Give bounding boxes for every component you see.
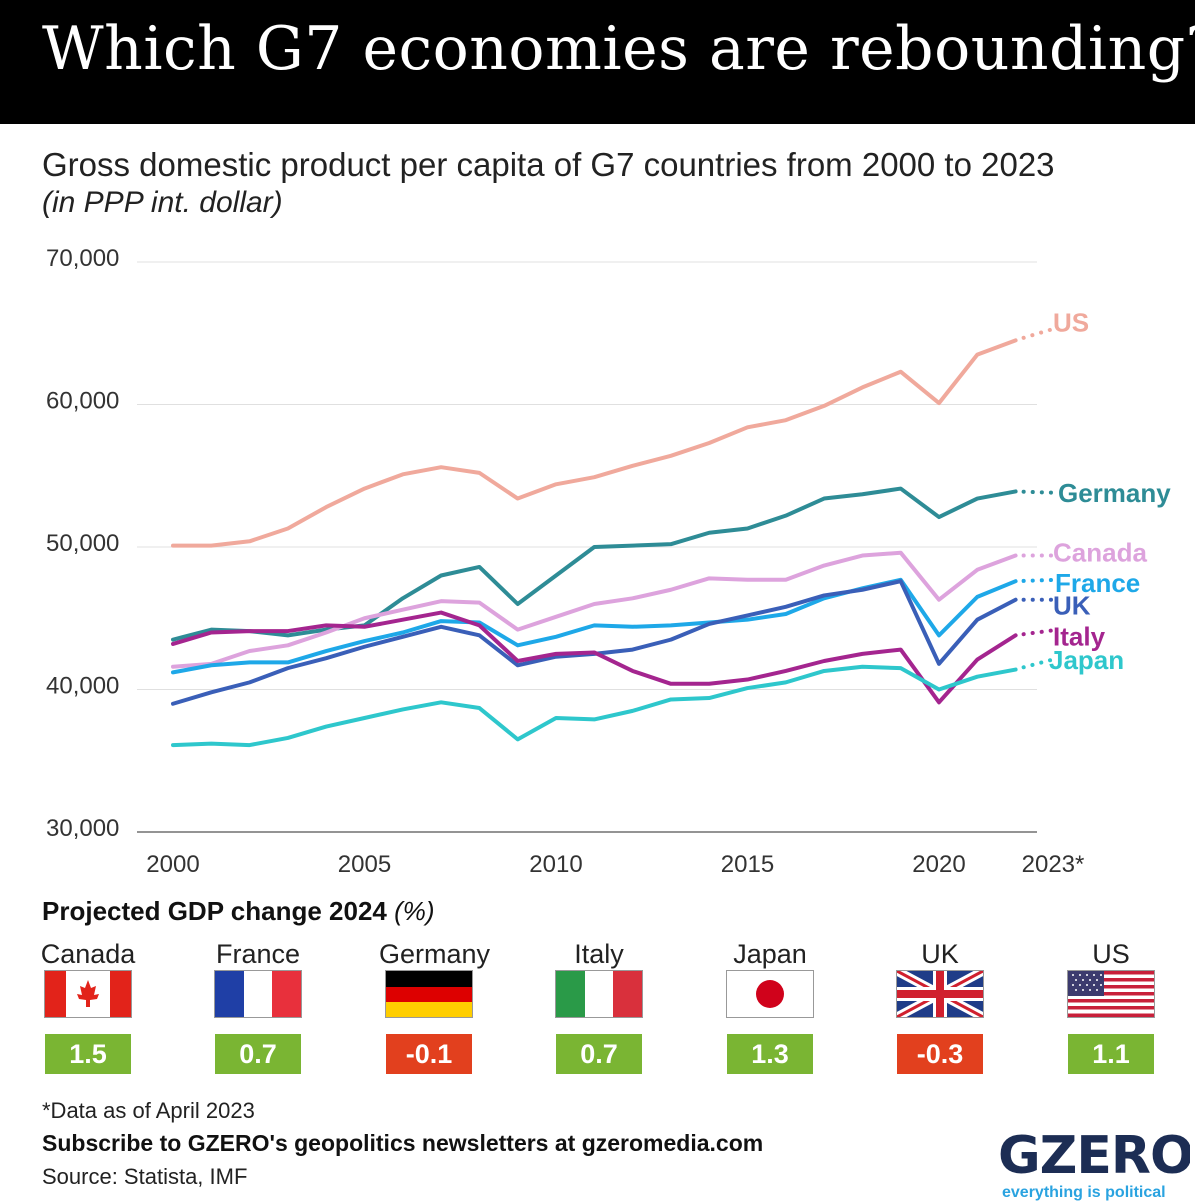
series-label-uk: UK xyxy=(1053,591,1091,621)
projection-dots-france xyxy=(1021,577,1060,583)
logo-wordmark: GZERO xyxy=(998,1126,1190,1186)
projection-dots-italy xyxy=(1021,627,1060,637)
projection-value-badge: -0.3 xyxy=(897,1034,983,1074)
france-flag-icon xyxy=(214,970,302,1018)
x-tick-label: 2005 xyxy=(338,851,391,878)
data-note: *Data as of April 2023 xyxy=(42,1098,255,1123)
x-tick-label: 2023* xyxy=(1022,851,1085,878)
country-name: Germany xyxy=(379,939,491,969)
series-line-us xyxy=(171,338,1018,548)
title-banner: Which G7 economies are rebounding? xyxy=(0,0,1195,124)
series-line-italy xyxy=(171,610,1018,705)
y-tick-label: 60,000 xyxy=(46,388,119,415)
series-line-japan xyxy=(171,664,1018,748)
line-chart: 30,000 40,000 50,000 60,000 70,000 2000 2005 20… xyxy=(46,245,1171,878)
canada-flag-icon xyxy=(44,970,132,1018)
country-name: Italy xyxy=(574,939,624,969)
projection-value-badge: 1.1 xyxy=(1068,1034,1154,1074)
projection-dots-japan xyxy=(1021,656,1060,670)
x-tick-label: 2010 xyxy=(529,851,582,878)
uk-flag-icon xyxy=(896,970,984,1018)
projection-value-badge: 1.5 xyxy=(45,1034,131,1074)
series-label-japan: Japan xyxy=(1049,645,1124,675)
japan-flag-icon xyxy=(726,970,814,1018)
country-name: Japan xyxy=(733,939,807,969)
projection-value-badge: -0.1 xyxy=(386,1034,472,1074)
x-tick-label: 2000 xyxy=(146,851,199,878)
y-tick-label: 30,000 xyxy=(46,815,119,842)
subscribe-link[interactable]: Subscribe to GZERO's geopolitics newslet… xyxy=(42,1130,764,1156)
projection-value-badge: 1.3 xyxy=(727,1034,813,1074)
page-title: Which G7 economies are rebounding? xyxy=(42,14,1195,84)
series-label-france: France xyxy=(1055,568,1140,598)
projection-dots-germany xyxy=(1021,489,1060,495)
series-label-germany: Germany xyxy=(1058,478,1171,508)
projection-card-uk: UK -0.3 xyxy=(890,938,990,1074)
projection-card-france: France 0.7 xyxy=(208,938,308,1074)
chart-subtitle: Gross domestic product per capita of G7 … xyxy=(42,146,1055,183)
projection-card-japan: Japan 1.3 xyxy=(720,938,820,1074)
projection-dots-us xyxy=(1021,325,1060,340)
country-name: Canada xyxy=(40,939,136,969)
country-name: US xyxy=(1092,939,1130,969)
projection-card-italy: Italy 0.7 xyxy=(549,938,649,1074)
x-tick-label: 2020 xyxy=(912,851,965,878)
projection-title: Projected GDP change 2024 (%) xyxy=(42,896,435,926)
projection-card-canada: Canada 1.5 xyxy=(38,938,138,1074)
x-tick-label: 2015 xyxy=(721,851,774,878)
logo-tagline: everything is political xyxy=(1002,1184,1166,1201)
source-credit: Source: Statista, IMF xyxy=(42,1164,248,1189)
italy-flag-icon xyxy=(555,970,643,1018)
series-line-france xyxy=(171,577,1018,675)
y-tick-label: 40,000 xyxy=(46,673,119,700)
series-label-canada: Canada xyxy=(1053,538,1147,568)
y-tick-label: 50,000 xyxy=(46,530,119,557)
country-name: UK xyxy=(921,939,959,969)
unit-label: (in PPP int. dollar) xyxy=(42,186,283,219)
gzero-logo: GZERO everything is political xyxy=(998,1126,1190,1201)
projection-value-badge: 0.7 xyxy=(215,1034,301,1074)
us-flag-icon xyxy=(1067,970,1155,1018)
series-line-germany xyxy=(171,486,1018,642)
y-tick-label: 70,000 xyxy=(46,245,119,272)
country-name: France xyxy=(215,939,301,969)
projection-card-us: US 1.1 xyxy=(1061,938,1161,1074)
series-label-italy: Italy xyxy=(1053,622,1106,652)
projection-card-germany: Germany -0.1 xyxy=(379,938,491,1074)
series-label-us: US xyxy=(1053,308,1089,338)
projection-value-badge: 0.7 xyxy=(556,1034,642,1074)
germany-flag-icon xyxy=(385,970,473,1018)
series-line-canada xyxy=(171,550,1018,669)
